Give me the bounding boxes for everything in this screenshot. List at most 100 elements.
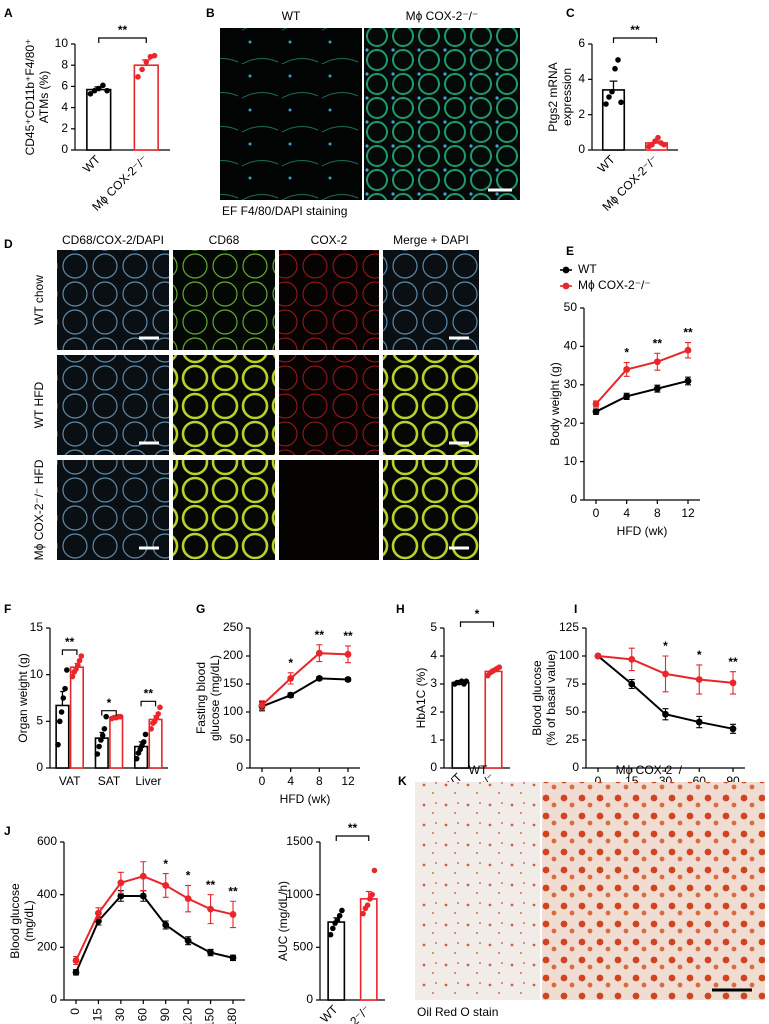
y-tick-label: 600 (37, 834, 57, 848)
data-point (463, 678, 470, 684)
data-point (103, 713, 109, 720)
data-point (606, 94, 612, 100)
data-point (99, 732, 106, 739)
data-point (55, 741, 61, 748)
data-point (143, 59, 150, 65)
data-point (139, 66, 145, 73)
data-point (64, 667, 70, 673)
bar (601, 89, 626, 151)
y-tick-label: 0 (578, 142, 585, 156)
y-tick-label: 6 (61, 79, 68, 93)
micrograph (364, 28, 520, 200)
data-point (612, 65, 618, 72)
micrograph (173, 250, 275, 350)
data-point (87, 91, 94, 97)
y-tick-label: 6 (578, 36, 585, 50)
panel-letter: H (396, 602, 405, 616)
y-axis-label: (mg/dL) (22, 900, 36, 941)
bar (451, 681, 470, 769)
micrograph (383, 250, 479, 350)
line (595, 349, 689, 405)
line (595, 379, 689, 413)
data-point (60, 695, 67, 701)
data-point (334, 917, 341, 923)
y-tick-label: 100 (223, 704, 243, 718)
y-tick-label: 40 (564, 339, 578, 353)
significance-label: * (107, 696, 112, 710)
x-tick-label: WT (80, 152, 104, 176)
y-tick-label: 3 (430, 676, 437, 690)
y-tick-label: 0 (36, 760, 43, 774)
micrograph (57, 355, 169, 455)
significance-label: ** (348, 821, 358, 835)
marker (162, 882, 170, 889)
y-tick-label: 5 (36, 714, 43, 728)
marker (184, 895, 192, 903)
bar (86, 88, 112, 151)
y-tick-label: 0 (430, 760, 437, 774)
x-tick-label: 0 (259, 774, 266, 788)
bar (55, 704, 70, 769)
bar (484, 670, 503, 769)
y-tick-label: 15 (30, 620, 44, 634)
y-tick-label: 2 (61, 121, 68, 135)
marker (184, 937, 192, 945)
legend-label: WT (578, 262, 597, 276)
y-tick-label: 200 (37, 940, 57, 954)
x-tick-label: 180 (225, 1008, 239, 1024)
significance-bracket (612, 37, 658, 43)
row-label: Mϕ COX-2⁻/⁻ HFD (32, 459, 46, 560)
data-point (336, 912, 343, 919)
micrograph (57, 460, 169, 560)
data-point (58, 709, 65, 715)
line (75, 894, 234, 973)
marker (729, 679, 737, 687)
significance-label: ** (343, 629, 353, 643)
data-point (94, 751, 101, 757)
y-tick-label: 0 (61, 142, 68, 156)
y-tick-label: 4 (430, 648, 437, 662)
panel-letter: C (566, 6, 575, 20)
y-tick-label: 4 (578, 72, 585, 86)
y-tick-label: 75 (566, 676, 580, 690)
y-tick-label: 2 (430, 704, 437, 718)
image-label: Mϕ COX-2⁻/⁻ (406, 9, 479, 23)
significance-label: ** (630, 23, 640, 37)
significance-bracket (61, 649, 78, 655)
y-tick-label: 150 (223, 676, 243, 690)
x-tick-label: 0 (595, 774, 602, 788)
data-point (151, 52, 158, 59)
y-axis-label: Body weight (g) (548, 362, 562, 445)
significance-label: ** (728, 655, 738, 669)
significance-label: ** (683, 326, 693, 340)
row-label: WT chow (32, 275, 46, 325)
x-axis-label: HFD (wk) (280, 792, 331, 806)
image-label: WT (469, 763, 488, 777)
marker (695, 718, 703, 726)
data-point (661, 141, 667, 148)
y-axis-label: (% of basal value) (544, 650, 558, 746)
data-point (371, 867, 378, 874)
data-point (62, 685, 68, 692)
y-tick-label: 30 (564, 377, 578, 391)
micrograph (57, 250, 169, 350)
y-tick-label: 10 (55, 36, 69, 50)
data-point (91, 87, 98, 94)
significance-bracket (335, 835, 370, 841)
micrograph (173, 355, 275, 455)
y-tick-label: 25 (566, 732, 580, 746)
column-label: CD68 (209, 233, 240, 247)
micrograph (279, 250, 379, 350)
marker (72, 968, 80, 976)
data-point (69, 673, 76, 680)
micrograph (173, 460, 275, 560)
data-point (142, 731, 149, 738)
x-tick-label: 0 (593, 506, 600, 520)
micrograph (383, 355, 479, 455)
marker (117, 879, 125, 887)
data-point (133, 755, 140, 762)
x-tick-label: 12 (681, 506, 695, 520)
x-tick-label: WT (318, 1002, 342, 1024)
marker (207, 949, 214, 956)
y-tick-label: 1500 (286, 834, 313, 848)
